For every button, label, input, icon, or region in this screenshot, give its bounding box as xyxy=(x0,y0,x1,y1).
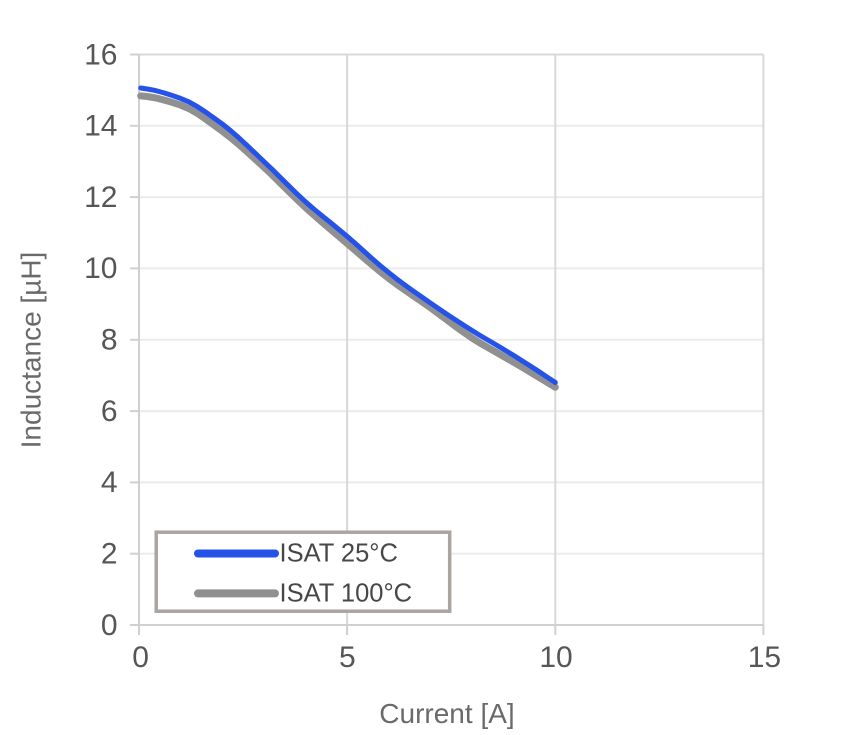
svg-text:8: 8 xyxy=(101,324,118,357)
svg-text:5: 5 xyxy=(339,641,356,674)
svg-text:12: 12 xyxy=(84,181,117,214)
svg-text:0: 0 xyxy=(101,609,118,642)
svg-text:2: 2 xyxy=(101,538,118,571)
svg-text:ISAT 100°C: ISAT 100°C xyxy=(280,580,413,608)
svg-text:15: 15 xyxy=(748,641,781,674)
svg-text:14: 14 xyxy=(84,110,117,143)
svg-text:10: 10 xyxy=(539,641,572,674)
svg-text:Inductance [µH]: Inductance [µH] xyxy=(16,252,47,449)
svg-text:Current [A]: Current [A] xyxy=(379,698,514,729)
svg-text:10: 10 xyxy=(84,252,117,285)
svg-text:4: 4 xyxy=(101,466,118,499)
svg-text:ISAT 25°C: ISAT 25°C xyxy=(280,540,398,568)
svg-text:6: 6 xyxy=(101,395,118,428)
svg-text:0: 0 xyxy=(132,641,149,674)
svg-text:16: 16 xyxy=(84,38,117,71)
